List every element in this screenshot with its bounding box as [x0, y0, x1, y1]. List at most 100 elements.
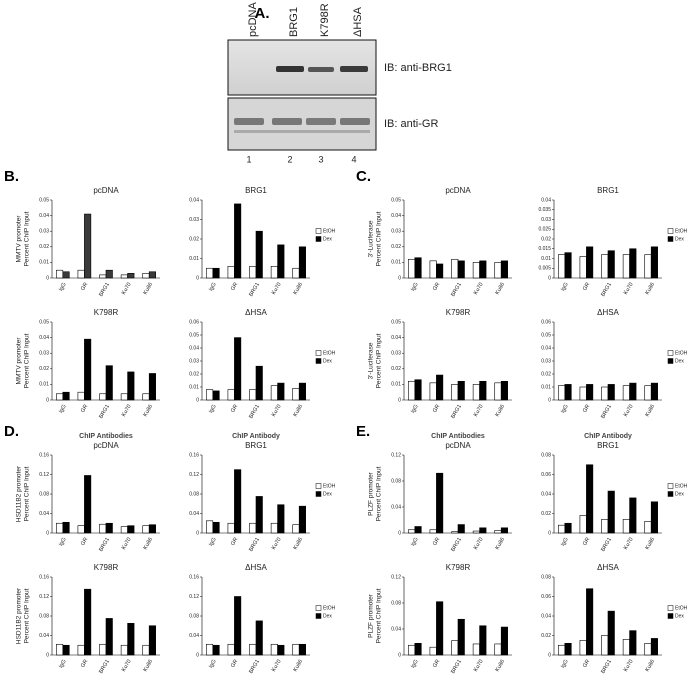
- x-tick-label: GR: [582, 659, 591, 669]
- bar: [451, 531, 459, 534]
- bar: [607, 384, 615, 401]
- bar: [255, 230, 263, 279]
- bar: [564, 384, 572, 401]
- bar: [298, 505, 306, 534]
- legend-swatch: [667, 358, 674, 364]
- x-tick-label: Ku86: [143, 282, 155, 296]
- x-tick-label: BRG1: [600, 404, 613, 420]
- legend-swatch: [315, 613, 322, 619]
- bar: [270, 522, 278, 534]
- y-tick-label: 0.01: [391, 260, 401, 266]
- x-tick-label: IgG: [208, 659, 218, 670]
- y-axis-label: MMTV promoter: [16, 215, 23, 263]
- x-tick-label: Ku86: [495, 659, 507, 673]
- legend-label: EtOH: [675, 350, 688, 356]
- y-tick-label: 0.05: [541, 332, 551, 338]
- y-tick-label: 0.04: [391, 626, 401, 632]
- bar: [494, 262, 502, 279]
- y-axis-label: HSD11B2 promoter: [16, 587, 23, 644]
- legend-swatch: [667, 605, 674, 611]
- y-tick-label: 0: [46, 275, 49, 281]
- y-tick-label: 0: [548, 652, 551, 658]
- x-tick-label: IgG: [560, 537, 570, 548]
- blot: A. IB: anti-BRG1 IB: anti-GR: [227, 5, 452, 151]
- bar: [206, 267, 214, 279]
- panel-label: D.: [4, 423, 19, 440]
- chart-title: BRG1: [597, 186, 619, 195]
- x-tick-label: Ku86: [293, 537, 305, 551]
- y-tick-label: 0: [196, 397, 199, 403]
- x-tick-label: Ku70: [271, 282, 283, 296]
- bar: [579, 386, 587, 401]
- y-tick-label: 0.12: [189, 472, 199, 478]
- panel-label: E.: [356, 423, 370, 440]
- bar: [586, 246, 594, 279]
- bar: [234, 469, 242, 534]
- x-axis-label: ChIP Antibody: [232, 433, 280, 440]
- y-tick-label: 0.01: [391, 382, 401, 388]
- x-tick-label: Ku70: [121, 659, 133, 673]
- bar: [451, 258, 459, 279]
- bar: [277, 382, 285, 401]
- bar: [206, 389, 214, 401]
- bar: [292, 643, 300, 656]
- bar: [84, 475, 92, 534]
- bar: [105, 365, 113, 401]
- bar: [255, 620, 263, 656]
- x-tick-label: IgG: [410, 404, 420, 415]
- y-tick-label: 0.04: [541, 345, 551, 351]
- y-tick-label: 0.05: [189, 332, 199, 338]
- bar: [601, 386, 609, 401]
- bar: [494, 643, 502, 656]
- y-tick-label: 0.03: [391, 229, 401, 235]
- legend-label: Dex: [675, 358, 684, 364]
- bar: [77, 644, 85, 656]
- bar: [62, 391, 70, 401]
- y-tick-label: 0.04: [189, 345, 199, 351]
- x-tick-label: GR: [432, 537, 441, 547]
- x-tick-label: Ku70: [473, 282, 485, 296]
- x-tick-label: Ku86: [495, 282, 507, 296]
- legend-label: EtOH: [323, 228, 336, 234]
- bar: [120, 644, 128, 656]
- x-tick-label: Ku70: [121, 537, 133, 551]
- bar: [105, 269, 113, 279]
- y-tick-label: 0.02: [189, 371, 199, 377]
- x-tick-label: Ku86: [495, 537, 507, 551]
- bar: [408, 258, 416, 279]
- x-tick-label: IgG: [58, 537, 68, 548]
- chart-title: K798R: [446, 308, 471, 317]
- bar: [105, 522, 113, 534]
- legend-label: EtOH: [675, 483, 688, 489]
- bar: [607, 250, 615, 279]
- x-tick-label: Ku86: [495, 404, 507, 418]
- bar: [298, 382, 306, 401]
- x-axis-label: ChIP Antibodies: [79, 433, 133, 440]
- y-tick-label: 0: [196, 275, 199, 281]
- y-tick-label: 0.08: [391, 478, 401, 484]
- x-tick-label: IgG: [58, 282, 68, 293]
- y-axis-label: HSD11B2 promoter: [16, 465, 23, 522]
- bar: [227, 643, 235, 656]
- x-tick-label: BRG1: [98, 282, 111, 298]
- y-tick-label: 0.16: [189, 452, 199, 458]
- bar: [601, 519, 609, 534]
- x-tick-label: IgG: [58, 404, 68, 415]
- lane-label: ΔHSA: [352, 6, 364, 37]
- bar: [77, 525, 85, 534]
- bar: [212, 267, 220, 279]
- y-tick-label: 0: [548, 275, 551, 281]
- bar: [234, 203, 242, 279]
- bar: [607, 490, 615, 534]
- x-tick-label: BRG1: [450, 659, 463, 675]
- bar: [127, 623, 135, 656]
- bar: [472, 643, 480, 656]
- bar: [105, 618, 113, 656]
- bar: [249, 389, 257, 401]
- y-axis-label: Percent ChIP Input: [376, 466, 383, 521]
- x-tick-label: GR: [230, 659, 239, 669]
- bar: [408, 380, 416, 401]
- y-tick-label: 0.08: [189, 491, 199, 497]
- legend-label: Dex: [323, 358, 332, 364]
- legend-swatch: [315, 605, 322, 611]
